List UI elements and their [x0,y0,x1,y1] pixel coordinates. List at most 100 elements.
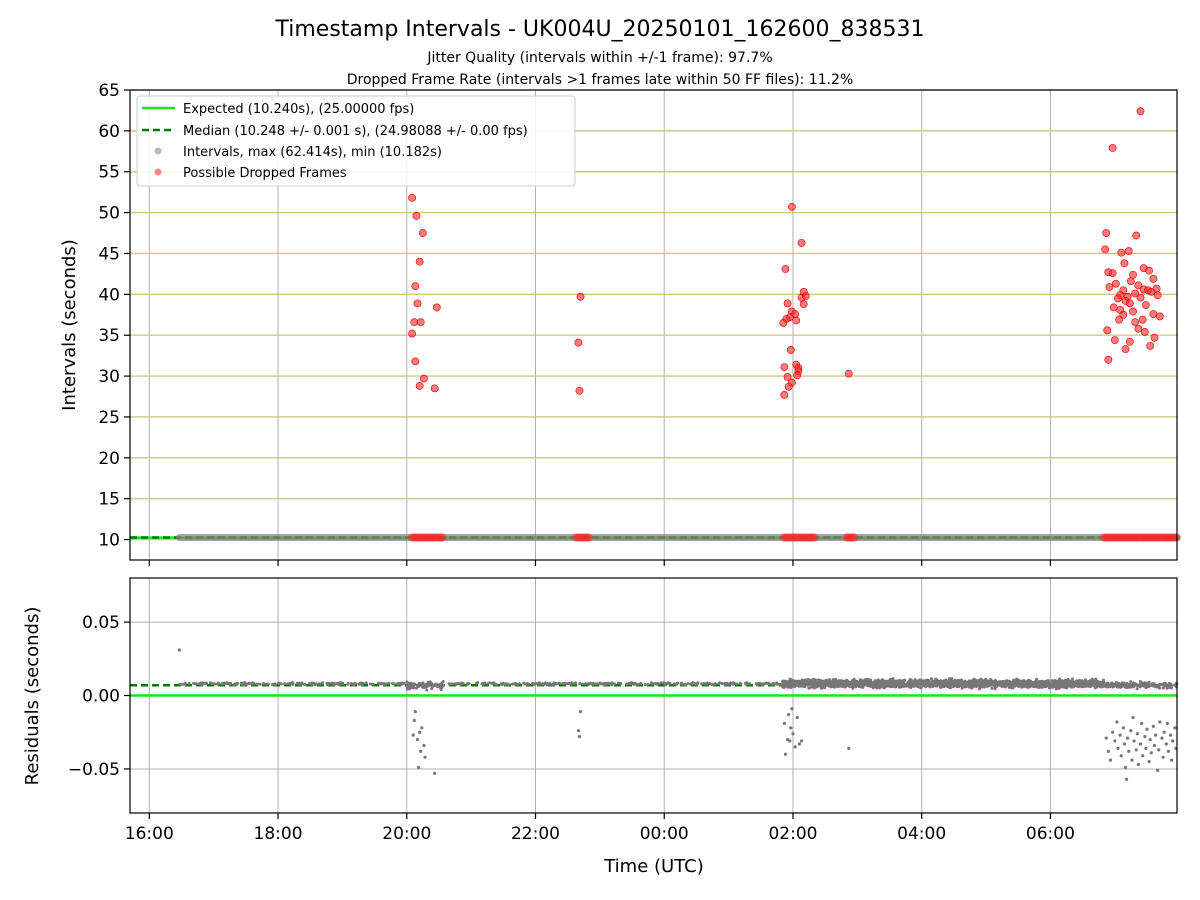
x-tick-label: 18:00 [254,824,303,844]
residual-point [708,682,712,686]
dropped-frame-point [844,369,853,378]
dropped-frame-point [1136,293,1145,302]
residual-point [1140,682,1144,686]
residual-point [364,681,368,685]
dropped-frame-point [1102,229,1111,237]
dropped-frame-point [408,193,417,202]
residual-point [1105,684,1109,688]
residual-point [1118,733,1122,737]
residual-point [957,684,961,688]
residual-point [423,755,427,759]
residual-point [412,718,416,723]
residual-point [1108,758,1113,762]
residual-point [1161,686,1165,690]
residual-point [791,679,795,683]
intervals-y-tick-label: 40 [98,285,120,305]
residual-point [270,682,274,686]
residual-point [408,687,412,691]
residual-point [1066,680,1070,684]
residual-point [525,682,529,686]
residual-point [551,682,555,686]
dropped-frame-point [576,292,585,301]
residual-point [899,682,903,686]
dropped-frame-point [1101,245,1110,254]
residual-point [942,681,946,685]
residual-point [1160,736,1164,740]
residual-point [583,682,587,686]
residual-point [351,683,355,687]
residual-point [341,681,345,685]
residual-point [782,721,786,726]
residual-point [830,684,834,688]
residual-point [953,681,957,685]
x-tick-label: 04:00 [897,824,946,844]
residual-point [382,682,386,686]
residual-point [1058,677,1062,681]
residual-point [431,683,435,687]
residual-point [840,681,844,685]
residual-point [1056,682,1060,686]
residual-point [1151,724,1155,728]
residual-point [971,681,975,685]
residual-point [278,682,282,686]
residual-point [1010,684,1014,688]
residual-point [868,684,872,688]
x-tick-label: 22:00 [511,824,560,844]
dropped-frame-point [797,238,806,247]
residual-point [567,681,571,685]
residual-point [574,681,578,685]
residual-point [801,679,805,683]
residual-point [194,682,198,686]
residual-point [499,682,503,686]
dropped-frame-point [415,257,424,266]
residual-point [1122,742,1127,746]
dropped-frame-point [1108,269,1117,277]
residual-point [517,682,521,686]
dropped-frame-point [1152,284,1161,293]
residual-point [247,681,251,685]
residual-point [317,682,321,686]
residual-point [1138,685,1142,689]
residual-point [723,681,727,685]
dropped-frame-point [783,299,792,308]
residual-point [1134,683,1138,687]
residual-point [995,682,999,686]
residual-point [888,683,892,687]
residual-point [1109,682,1113,686]
residual-point [913,683,917,687]
intervals-y-tick-label: 25 [98,408,120,428]
residual-point [788,677,792,681]
dropped-frame-point [1104,355,1113,364]
residual-point [1119,754,1123,758]
dropped-frame-point [1150,333,1159,342]
residual-point [794,682,798,686]
residual-point [818,680,822,684]
intervals-y-tick-label: 35 [98,326,120,346]
dropped-frame-point [1149,310,1158,318]
dropped-frame-point [1108,144,1117,152]
dropped-frame-point [1111,279,1120,288]
residual-point [894,682,898,686]
residual-point [536,683,540,687]
residual-point [939,685,943,689]
residual-point [1057,684,1061,688]
residual-point [967,681,971,685]
residual-point [808,682,812,686]
residual-point [441,679,445,683]
residual-point [1006,681,1010,685]
dropped-frame-point [1155,312,1164,321]
dropped-frame-point [801,292,810,300]
residual-point [1097,680,1101,684]
residual-point [1148,737,1152,742]
dropped-frame-point [1124,247,1133,255]
residual-point [228,682,232,686]
residual-point [406,687,410,691]
dropped-frame-point [791,310,800,318]
residual-point [974,683,978,687]
residual-point [923,684,927,688]
residual-point [1054,685,1058,689]
intervals-y-tick-label: 65 [98,81,120,101]
legend-expected-label: Expected (10.240s), (25.00000 fps) [183,102,414,117]
residual-point [948,679,952,683]
residual-point [803,685,807,689]
